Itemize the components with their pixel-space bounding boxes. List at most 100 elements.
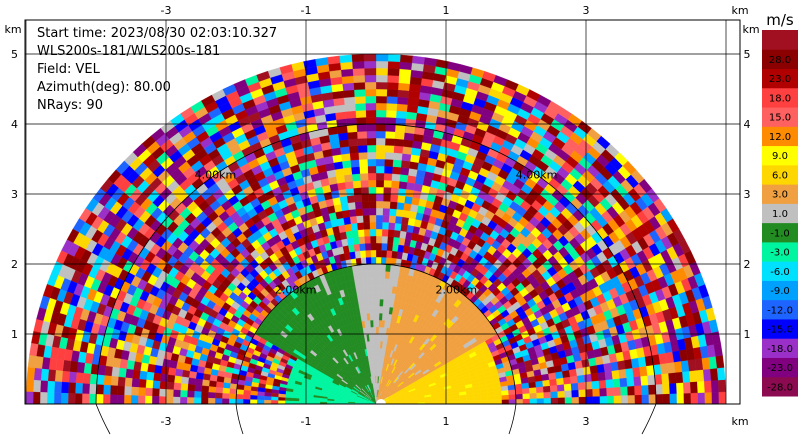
velocity-cell (215, 387, 223, 394)
velocity-cell (216, 375, 225, 383)
velocity-cell (394, 215, 403, 224)
velocity-cell (578, 389, 587, 398)
velocity-cell (214, 392, 223, 399)
velocity-cell (357, 145, 368, 153)
velocity-cell (403, 202, 412, 212)
velocity-cell (361, 264, 367, 272)
velocity-cell (370, 263, 377, 272)
velocity-cell (366, 270, 372, 279)
velocity-cell (389, 271, 395, 280)
velocity-cell (373, 340, 377, 349)
velocity-cell (710, 367, 719, 381)
range-ring-label: 2.00km (275, 283, 317, 296)
velocity-cell (103, 384, 111, 395)
velocity-cell (375, 354, 378, 363)
velocity-cell (375, 298, 380, 307)
velocity-cell (375, 130, 386, 139)
velocity-cell (634, 385, 642, 396)
velocity-cell (386, 250, 393, 258)
velocity-cell (675, 371, 684, 384)
velocity-cell (355, 110, 367, 118)
velocity-cell (331, 83, 344, 93)
velocity-cell (394, 124, 406, 133)
velocity-cell (378, 326, 382, 335)
velocity-cell (375, 319, 380, 328)
velocity-cell (194, 384, 203, 392)
velocity-cell (386, 96, 398, 104)
velocity-cell (682, 370, 691, 383)
velocity-cell (74, 393, 83, 405)
range-ring-tail (95, 403, 111, 435)
velocity-cell (375, 123, 386, 132)
velocity-cell (345, 110, 357, 119)
velocity-cell (704, 380, 712, 393)
velocity-cell (385, 264, 391, 272)
velocity-cell (352, 180, 362, 189)
velocity-cell (690, 392, 699, 405)
velocity-cell (257, 391, 265, 397)
velocity-cell (214, 398, 223, 405)
velocity-cell (375, 368, 378, 377)
velocity-cell (347, 131, 358, 140)
velocity-cell (384, 271, 391, 279)
velocity-cell (662, 393, 671, 405)
velocity-cell (152, 380, 161, 390)
colorbar-label: -28.0 (767, 382, 793, 393)
velocity-cell (390, 180, 400, 189)
velocity-cell (359, 172, 369, 181)
velocity-cell (375, 172, 385, 181)
velocity-cell (365, 256, 372, 265)
colorbar-label: 3.0 (772, 190, 788, 201)
velocity-cell (578, 396, 587, 405)
velocity-cell (111, 366, 120, 378)
velocity-cell (131, 378, 140, 388)
velocity-cell (343, 96, 356, 105)
velocity-cell (356, 222, 364, 231)
velocity-cell (669, 382, 677, 394)
range-ring-label: 4.00km (516, 169, 558, 182)
velocity-cell (501, 389, 509, 396)
velocity-cell (399, 61, 413, 70)
velocity-cell (144, 387, 153, 397)
velocity-cell (367, 277, 372, 286)
velocity-cell (536, 397, 545, 405)
velocity-cell (394, 222, 402, 231)
velocity-cell (487, 399, 496, 405)
colorbar-label: -23.0 (767, 363, 793, 374)
velocity-cell (648, 384, 656, 395)
velocity-cell (640, 375, 649, 386)
velocity-cell (68, 371, 77, 384)
velocity-cell (364, 67, 377, 76)
colorbar-label: -18.0 (767, 344, 793, 355)
velocity-cell (375, 340, 379, 349)
velocity-cell (384, 145, 395, 153)
velocity-cell (375, 214, 383, 223)
velocity-cell (359, 250, 366, 258)
velocity-cell (592, 388, 601, 397)
velocity-cell (285, 394, 293, 399)
velocity-cell (271, 392, 279, 398)
velocity-cell (397, 89, 410, 98)
velocity-cell (194, 378, 203, 386)
velocity-cell (689, 370, 698, 383)
velocity-cell (189, 364, 199, 373)
velocity-cell (618, 368, 627, 379)
x-tick-label-top: -3 (161, 4, 172, 17)
velocity-cell (47, 380, 55, 393)
velocity-cell (654, 373, 663, 385)
velocity-cell (395, 110, 407, 119)
velocity-cell (364, 242, 371, 251)
velocity-cell (375, 144, 386, 153)
velocity-cell (563, 383, 572, 391)
velocity-cell (349, 215, 358, 224)
velocity-cell (716, 367, 726, 381)
velocity-cell (75, 382, 83, 394)
velocity-cell (144, 395, 153, 405)
velocity-cell (305, 398, 314, 402)
colorbar-label: 6.0 (772, 170, 788, 181)
velocity-cell (186, 390, 195, 398)
velocity-cell (368, 186, 377, 195)
velocity-cell (117, 376, 126, 387)
velocity-cell (375, 270, 381, 279)
velocity-cell (188, 371, 197, 379)
